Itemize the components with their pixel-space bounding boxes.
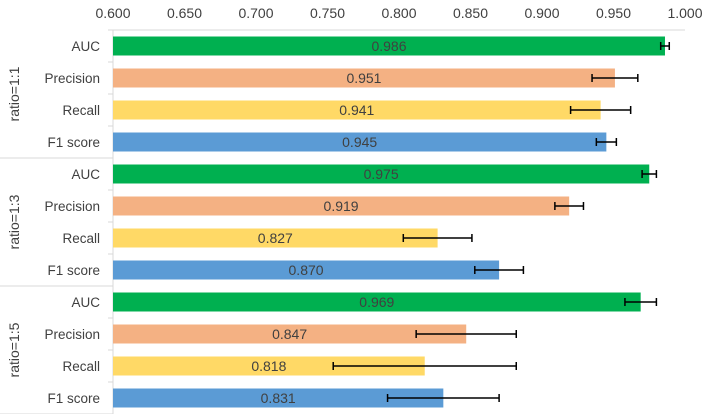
data-label: 0.818 <box>251 358 286 374</box>
x-tick-label: 1.000 <box>667 5 702 21</box>
category-label: Recall <box>62 359 100 374</box>
group-label: ratio=1:5 <box>6 322 22 377</box>
x-tick-label: 0.700 <box>238 5 273 21</box>
data-label: 0.919 <box>324 198 359 214</box>
axes-layer <box>0 29 685 414</box>
x-tick-label: 0.900 <box>524 5 559 21</box>
data-label: 0.847 <box>272 326 307 342</box>
group-label: ratio=1:3 <box>6 194 22 249</box>
data-label: 0.945 <box>342 134 377 150</box>
data-label: 0.951 <box>346 70 381 86</box>
bar-precision <box>113 68 615 88</box>
data-label: 0.831 <box>261 390 296 406</box>
labels-layer: 0.600 0.650 0.700 0.750 0.800 0.850 0.900 0.950… <box>6 5 703 406</box>
x-tick-label: 0.600 <box>95 5 130 21</box>
x-tick-label: 0.800 <box>381 5 416 21</box>
bar-precision <box>113 196 570 216</box>
data-label: 0.941 <box>339 102 374 118</box>
category-label: Precision <box>44 71 100 86</box>
bar-precision <box>113 324 467 344</box>
bar-auc <box>113 36 665 56</box>
category-label: AUC <box>71 39 100 54</box>
bar-f1-score <box>113 132 607 152</box>
category-label: Recall <box>62 103 100 118</box>
bar-auc <box>113 164 650 184</box>
data-label: 0.870 <box>289 262 324 278</box>
group-label: ratio=1:1 <box>6 66 22 121</box>
bar-recall <box>113 100 601 120</box>
x-tick-label: 0.950 <box>596 5 631 21</box>
data-label: 0.969 <box>359 294 394 310</box>
bar-recall <box>113 228 438 248</box>
x-tick-label: 0.750 <box>310 5 345 21</box>
category-label: F1 score <box>47 135 100 150</box>
category-label: F1 score <box>47 263 100 278</box>
bar-f1-score <box>113 388 444 408</box>
bars-layer <box>113 36 671 408</box>
x-tick-label: 0.650 <box>167 5 202 21</box>
x-tick-label: 0.850 <box>453 5 488 21</box>
category-label: AUC <box>71 167 100 182</box>
category-label: Precision <box>44 199 100 214</box>
data-label: 0.986 <box>371 38 406 54</box>
category-label: Precision <box>44 327 100 342</box>
category-label: AUC <box>71 295 100 310</box>
bar-recall <box>113 356 425 376</box>
category-label: Recall <box>62 231 100 246</box>
bar-auc <box>113 292 641 312</box>
data-label: 0.827 <box>258 230 293 246</box>
category-label: F1 score <box>47 391 100 406</box>
bar-f1-score <box>113 260 500 280</box>
data-label: 0.975 <box>364 166 399 182</box>
